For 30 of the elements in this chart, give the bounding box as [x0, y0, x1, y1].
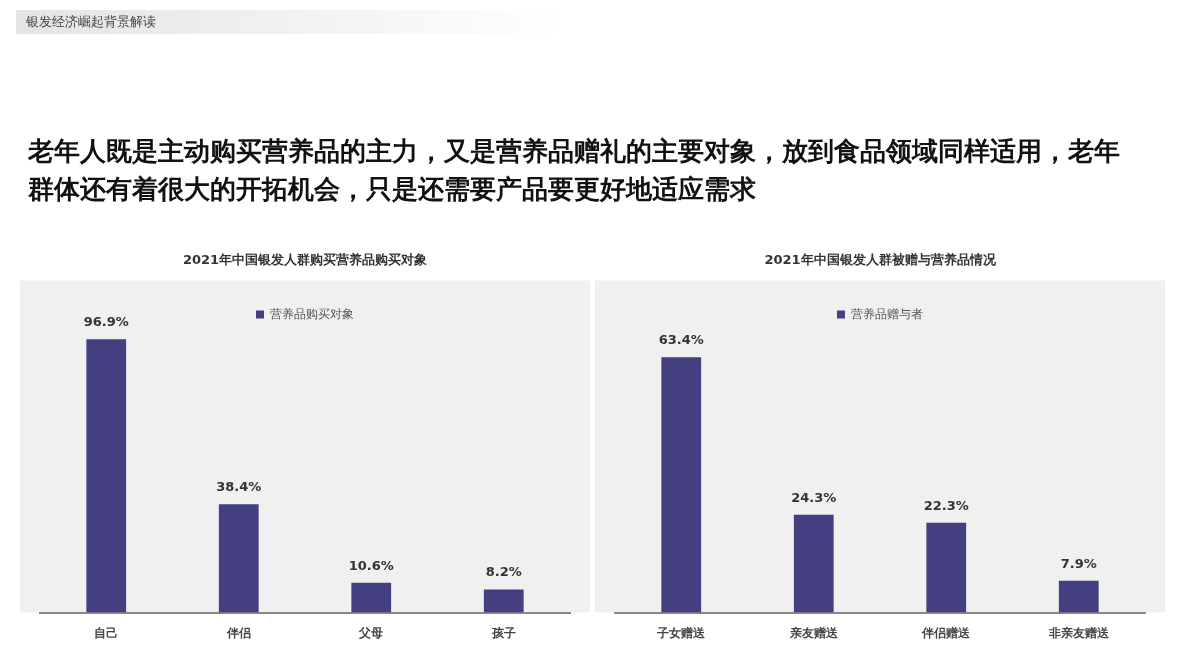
x-tick-label: 伴侣 [225, 625, 251, 640]
bar [351, 582, 392, 613]
bar [86, 339, 127, 613]
chart-title: 2021年中国银发人群被赠与营养品情况 [764, 252, 997, 268]
legend-label: 营养品购买对象 [270, 306, 354, 321]
data-label: 63.4% [658, 332, 704, 348]
bar [793, 514, 834, 613]
data-label: 8.2% [485, 564, 522, 580]
x-tick-label: 子女赠送 [656, 625, 707, 640]
bar [926, 522, 967, 613]
x-tick-label: 非亲友赠送 [1047, 625, 1110, 640]
x-tick-label: 伴侣赠送 [921, 625, 972, 640]
text: 银发经济崛起背景解读 [16, 10, 566, 34]
data-label: 7.9% [1060, 555, 1097, 571]
bar [1058, 580, 1099, 613]
data-label: 22.3% [923, 497, 969, 513]
x-tick-label: 自己 [94, 625, 119, 640]
bar [661, 357, 702, 613]
x-tick-label: 亲友赠送 [788, 625, 839, 640]
bar [218, 504, 259, 613]
data-label: 24.3% [791, 489, 837, 505]
text: 老年人既是主动购买营养品的主力，又是营养品赠礼的主要对象，放到食品领域同样适用，老年群体还有着很大的开拓机会，只是还需要产品要更好地适应需求 [28, 135, 1121, 206]
data-label: 96.9% [83, 314, 129, 330]
legend-label: 营养品赠与者 [851, 306, 923, 321]
bar [483, 589, 524, 613]
x-tick-label: 父母 [358, 625, 384, 640]
data-label: 38.4% [216, 479, 262, 495]
data-label: 10.6% [348, 557, 394, 573]
chart-title: 2021年中国银发人群购买营养品购买对象 [182, 252, 428, 268]
x-tick-label: 孩子 [490, 625, 516, 640]
